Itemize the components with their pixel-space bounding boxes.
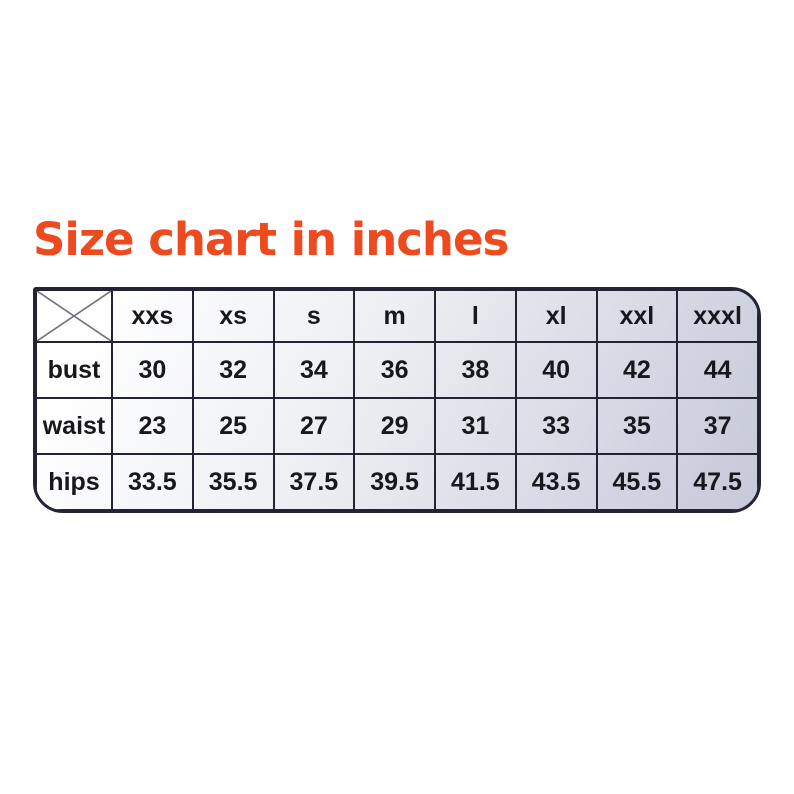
column-header-xxl: xxl	[595, 290, 679, 343]
size-cell: 42	[595, 341, 679, 399]
size-cell: 35	[595, 397, 679, 455]
size-cell: 39.5	[353, 453, 436, 510]
size-cell: 45.5	[595, 453, 679, 510]
size-cell: 30	[111, 341, 194, 399]
size-cell: 37.5	[272, 453, 356, 510]
size-cell: 43.5	[514, 453, 598, 510]
size-cell: 36	[353, 341, 436, 399]
size-cell: 33.5	[111, 453, 194, 510]
diagonal-cross-icon	[37, 291, 111, 341]
size-cell: 32	[191, 341, 275, 399]
size-cell: 33	[514, 397, 598, 455]
size-chart-table: xxs xs s m l xl xxl xxxl bust 30 32 34 3…	[33, 287, 761, 513]
size-cell: 41.5	[434, 453, 517, 510]
size-cell: 25	[191, 397, 275, 455]
column-header-l: l	[434, 290, 517, 343]
table-row-hips: hips 33.5 35.5 37.5 39.5 41.5 43.5 45.5 …	[36, 453, 758, 510]
page-title: Size chart in inches	[33, 213, 509, 266]
table-row-bust: bust 30 32 34 36 38 40 42 44	[36, 341, 758, 399]
size-cell: 35.5	[191, 453, 275, 510]
column-header-xs: xs	[191, 290, 275, 343]
size-cell: 40	[514, 341, 598, 399]
row-label-bust: bust	[36, 341, 113, 399]
size-cell: 37	[676, 397, 758, 455]
size-cell: 23	[111, 397, 194, 455]
column-header-xxxl: xxxl	[676, 290, 758, 343]
column-header-m: m	[353, 290, 436, 343]
size-cell: 47.5	[676, 453, 758, 510]
table-header-row: xxs xs s m l xl xxl xxxl	[36, 290, 758, 343]
row-label-hips: hips	[36, 453, 113, 510]
row-label-waist: waist	[36, 397, 113, 455]
table-row-waist: waist 23 25 27 29 31 33 35 37	[36, 397, 758, 455]
size-cell: 38	[434, 341, 517, 399]
column-header-xxs: xxs	[111, 290, 194, 343]
size-cell: 31	[434, 397, 517, 455]
column-header-xl: xl	[514, 290, 598, 343]
size-cell: 27	[272, 397, 356, 455]
size-cell: 34	[272, 341, 356, 399]
column-header-s: s	[272, 290, 356, 343]
size-cell: 29	[353, 397, 436, 455]
size-cell: 44	[676, 341, 758, 399]
corner-cell	[36, 290, 113, 343]
